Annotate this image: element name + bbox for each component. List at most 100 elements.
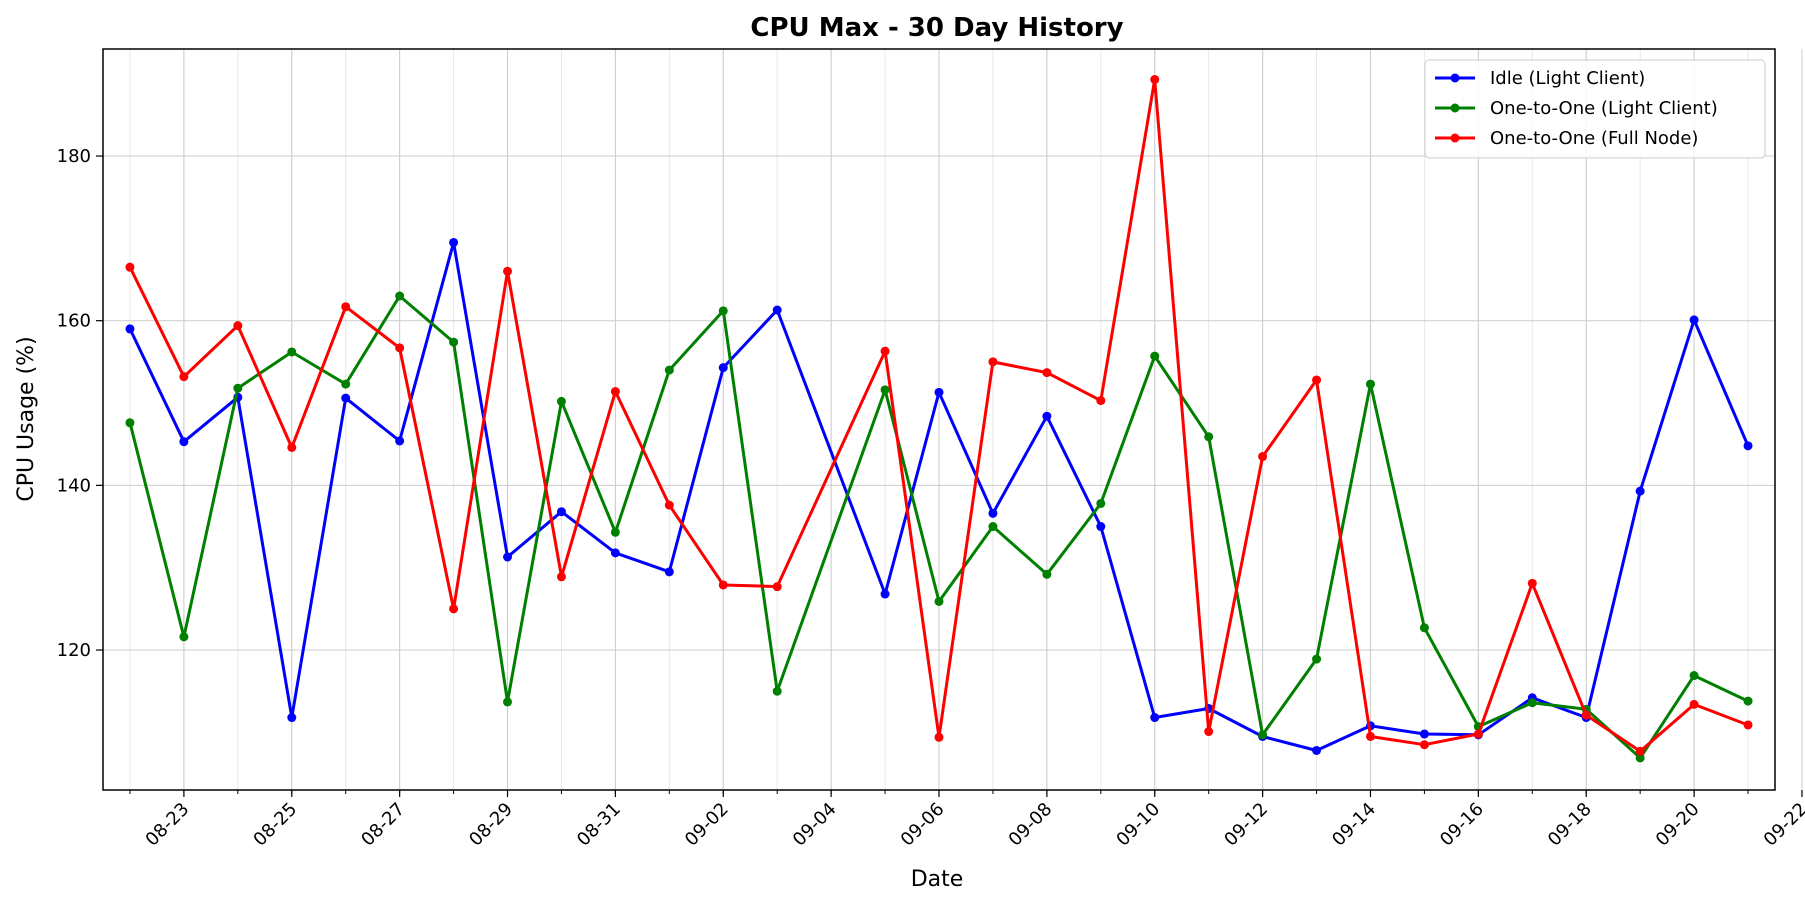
data-point bbox=[1096, 522, 1106, 532]
data-point bbox=[880, 346, 890, 356]
data-point bbox=[718, 580, 728, 590]
data-point bbox=[341, 393, 351, 403]
data-point bbox=[1042, 368, 1052, 378]
data-point bbox=[664, 500, 674, 510]
data-point bbox=[1150, 74, 1160, 84]
legend-marker bbox=[1450, 73, 1460, 83]
y-tick-label: 140 bbox=[57, 475, 91, 496]
legend-marker bbox=[1450, 133, 1460, 143]
data-point bbox=[233, 321, 243, 331]
data-point bbox=[934, 387, 944, 397]
x-tick-label: 08-25 bbox=[249, 799, 301, 851]
data-point bbox=[1365, 731, 1375, 741]
data-point bbox=[610, 527, 620, 537]
legend-label: One-to-One (Full Node) bbox=[1490, 128, 1698, 149]
data-point bbox=[1042, 569, 1052, 579]
series-line bbox=[128, 241, 1750, 752]
data-point bbox=[1689, 315, 1699, 325]
data-point bbox=[341, 379, 351, 389]
data-point bbox=[1258, 730, 1268, 740]
data-point bbox=[449, 337, 459, 347]
legend-label: Idle (Light Client) bbox=[1490, 68, 1645, 89]
data-point bbox=[503, 697, 513, 707]
x-tick-label: 09-06 bbox=[897, 799, 949, 851]
data-point bbox=[1312, 375, 1322, 385]
data-point bbox=[395, 291, 405, 301]
data-point bbox=[1689, 699, 1699, 709]
data-point bbox=[125, 324, 135, 334]
data-point bbox=[449, 604, 459, 614]
x-tick-label: 09-20 bbox=[1652, 799, 1704, 851]
data-point bbox=[718, 363, 728, 373]
data-point bbox=[556, 396, 566, 406]
legend-box bbox=[1424, 59, 1766, 159]
data-point bbox=[880, 385, 890, 395]
series-2 bbox=[125, 291, 1753, 763]
data-point bbox=[1419, 623, 1429, 633]
x-tick-label: 08-31 bbox=[573, 799, 625, 851]
data-point bbox=[179, 372, 189, 382]
data-point bbox=[1527, 698, 1537, 708]
data-point bbox=[395, 436, 405, 446]
data-point bbox=[1096, 498, 1106, 508]
data-point bbox=[1635, 486, 1645, 496]
data-point bbox=[1743, 696, 1753, 706]
y-axis: 120 140 160 180 bbox=[57, 146, 103, 661]
grid bbox=[103, 49, 1803, 790]
data-point bbox=[503, 266, 513, 276]
x-tick-label: 09-02 bbox=[681, 799, 733, 851]
data-point bbox=[1581, 710, 1591, 720]
data-point bbox=[664, 365, 674, 375]
data-point bbox=[610, 387, 620, 397]
data-point bbox=[1743, 441, 1753, 451]
data-point bbox=[772, 582, 782, 592]
data-point bbox=[179, 632, 189, 642]
x-axis: 08-23 08-25 08-27 08-29 08-31 09-02 09-04 09-06… bbox=[129, 790, 1805, 851]
data-point bbox=[125, 418, 135, 428]
data-point bbox=[1312, 654, 1322, 664]
x-tick-label: 08-23 bbox=[142, 799, 194, 851]
data-point bbox=[341, 302, 351, 312]
series-line bbox=[128, 294, 1749, 760]
data-point bbox=[1096, 396, 1106, 406]
data-point bbox=[287, 442, 297, 452]
y-axis-label: CPU Usage (%) bbox=[14, 336, 39, 501]
y-tick-label: 180 bbox=[57, 146, 91, 167]
data-point bbox=[1258, 452, 1268, 462]
data-point bbox=[772, 686, 782, 696]
x-axis-label: Date bbox=[911, 867, 964, 892]
data-point bbox=[718, 306, 728, 316]
data-point bbox=[1204, 432, 1214, 442]
data-point bbox=[449, 237, 459, 247]
series-line bbox=[128, 78, 1749, 753]
y-tick-label: 120 bbox=[57, 640, 91, 661]
legend: Idle (Light Client) One-to-One (Light Cli… bbox=[1424, 59, 1766, 159]
data-point bbox=[934, 732, 944, 742]
data-point bbox=[880, 589, 890, 599]
legend-label: One-to-One (Light Client) bbox=[1490, 98, 1718, 119]
series-3 bbox=[125, 74, 1753, 756]
data-point bbox=[1473, 729, 1483, 739]
data-point bbox=[1635, 746, 1645, 756]
x-tick-label: 09-12 bbox=[1220, 799, 1272, 851]
legend-entry: One-to-One (Light Client) bbox=[1435, 98, 1718, 119]
x-tick-label: 09-14 bbox=[1328, 799, 1380, 851]
data-point bbox=[1042, 411, 1052, 421]
data-point bbox=[664, 567, 674, 577]
chart-title: CPU Max - 30 Day History bbox=[750, 13, 1123, 43]
data-point bbox=[287, 713, 297, 723]
data-point bbox=[988, 357, 998, 367]
data-point bbox=[287, 347, 297, 357]
x-tick-label: 09-10 bbox=[1112, 799, 1164, 851]
data-point bbox=[1419, 740, 1429, 750]
data-point bbox=[503, 552, 513, 562]
data-point bbox=[1689, 671, 1699, 681]
legend-entry: One-to-One (Full Node) bbox=[1435, 128, 1698, 149]
data-point bbox=[610, 548, 620, 558]
data-point bbox=[125, 262, 135, 272]
legend-marker bbox=[1450, 103, 1460, 113]
x-tick-label: 09-16 bbox=[1436, 799, 1488, 851]
data-point bbox=[233, 383, 243, 393]
data-point bbox=[1743, 720, 1753, 730]
